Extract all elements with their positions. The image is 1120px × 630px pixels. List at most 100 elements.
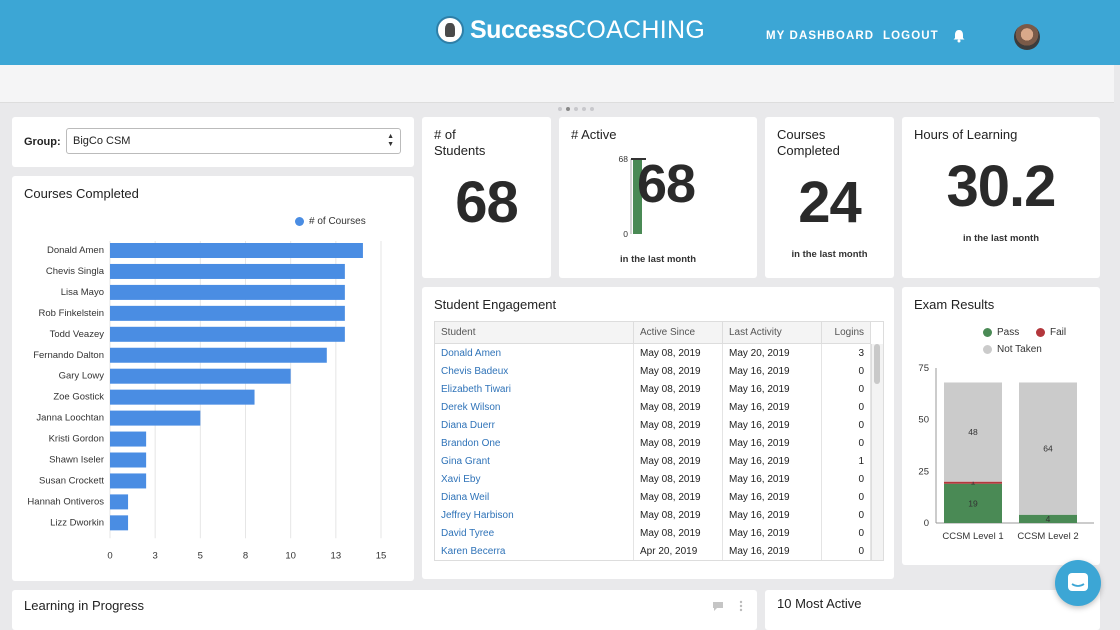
y-category-label: Susan Crockett [39,475,104,486]
table-row[interactable]: David Tyree May 08, 2019 May 16, 2019 0 [435,524,871,542]
course-bar[interactable] [110,305,345,321]
course-bar[interactable] [110,431,147,447]
table-row[interactable]: Brandon One May 08, 2019 May 16, 2019 0 [435,434,871,452]
app-logo[interactable]: Success COACHING [436,14,705,46]
most-active-title: 10 Most Active [777,596,862,611]
last-activity-cell: May 16, 2019 [722,488,822,506]
logins-cell: 0 [821,524,871,542]
y-category-label: Hannah Ontiveros [27,496,104,507]
course-bar[interactable] [110,389,255,405]
table-row[interactable]: Derek Wilson May 08, 2019 May 16, 2019 0 [435,398,871,416]
user-avatar[interactable] [1014,24,1040,50]
student-name-link[interactable]: Jeffrey Harbison [435,506,634,524]
column-header-last-activity[interactable]: Last Activity [722,322,822,344]
student-name-link[interactable]: Derek Wilson [435,398,634,416]
last-activity-cell: May 16, 2019 [722,452,822,470]
exam-results-card: Exam Results Pass Fail Not Taken 0 25 50 75… [902,287,1100,565]
course-bar[interactable] [110,494,129,510]
course-bar[interactable] [110,243,363,258]
y-tick-label: 50 [918,415,929,426]
chat-icon [1068,573,1088,591]
table-row[interactable]: Donald Amen May 08, 2019 May 20, 2019 3 [435,343,871,362]
table-row[interactable]: Jeffrey Harbison May 08, 2019 May 16, 2019… [435,506,871,524]
y-category-label: Lisa Mayo [61,287,104,298]
comment-icon[interactable] [712,601,724,612]
column-header-logins[interactable]: Logins [821,322,871,344]
table-row[interactable]: Diana Duerr May 08, 2019 May 16, 2019 0 [435,416,871,434]
logout-link[interactable]: LOGOUT [883,30,939,42]
carousel-dots[interactable] [558,107,594,111]
course-bar[interactable] [110,368,291,384]
last-activity-cell: May 16, 2019 [722,416,822,434]
student-name-link[interactable]: Diana Duerr [435,416,634,434]
completed-caption: in the last month [791,249,868,260]
learning-in-progress-card: Learning in Progress [12,590,757,630]
bell-icon[interactable] [952,29,966,43]
student-name-link[interactable]: Chevis Badeux [435,362,634,380]
students-card: # of Students 68 [422,117,551,278]
students-title-line1: # of [434,127,456,142]
carousel-dot[interactable] [582,107,586,111]
carousel-dot[interactable] [558,107,562,111]
course-bar[interactable] [110,284,345,300]
logins-cell: 0 [821,506,871,524]
logins-cell: 0 [821,470,871,488]
course-bar[interactable] [110,347,327,363]
not-taken-segment[interactable] [1019,382,1077,515]
course-bar[interactable] [110,410,201,426]
table-row[interactable]: Karen Becerra Apr 20, 2019 May 16, 2019 0 [435,542,871,560]
table-row[interactable]: Chevis Badeux May 08, 2019 May 16, 2019 0 [435,362,871,380]
logins-cell: 0 [821,416,871,434]
course-bar[interactable] [110,452,147,468]
exam-legend-pass-label: Pass [997,327,1020,338]
y-category-label: Zoe Gostick [53,392,104,403]
fail-segment[interactable] [944,481,1002,484]
active-since-cell: May 08, 2019 [633,398,723,416]
table-row[interactable]: Elizabeth Tiwari May 08, 2019 May 16, 2019… [435,380,871,398]
student-name-link[interactable]: Brandon One [435,434,634,452]
group-select[interactable]: BigCo CSM ▲ ▼ [66,128,401,154]
pass-segment[interactable] [944,483,1002,523]
course-bar[interactable] [110,263,345,279]
last-activity-cell: May 16, 2019 [722,542,822,560]
completed-title-line2: Completed [777,143,840,158]
segment-value-label: 48 [968,427,978,437]
course-bar[interactable] [110,473,147,489]
hours-caption: in the last month [963,233,1039,244]
engagement-title: Student Engagement [434,297,557,312]
engagement-table-container[interactable]: Student Active Since Last Activity Login… [434,321,884,561]
table-row[interactable]: Gina Grant May 08, 2019 May 16, 2019 1 [435,452,871,470]
student-name-link[interactable]: Karen Becerra [435,542,634,560]
pass-segment[interactable] [1019,514,1077,523]
column-header-student[interactable]: Student [435,322,634,344]
table-row[interactable]: Diana Weil May 08, 2019 May 16, 2019 0 [435,488,871,506]
course-bar[interactable] [110,515,129,531]
carousel-dot[interactable] [590,107,594,111]
student-name-link[interactable]: Diana Weil [435,488,634,506]
table-row[interactable]: Xavi Eby May 08, 2019 May 16, 2019 0 [435,470,871,488]
kebab-menu-icon[interactable] [739,600,743,612]
table-scrollbar[interactable] [871,344,883,560]
student-name-link[interactable]: Donald Amen [435,343,634,362]
not-taken-segment[interactable] [944,382,1002,482]
carousel-dot-active[interactable] [566,107,570,111]
completed-title: Courses Completed [777,127,840,159]
carousel-dot[interactable] [574,107,578,111]
active-value: 68 [636,154,696,214]
x-tick-label: 0 [107,550,112,561]
column-header-active-since[interactable]: Active Since [633,322,723,344]
student-name-link[interactable]: Gina Grant [435,452,634,470]
logins-cell: 0 [821,434,871,452]
student-name-link[interactable]: Elizabeth Tiwari [435,380,634,398]
engagement-table: Student Active Since Last Activity Login… [435,322,871,560]
student-name-link[interactable]: David Tyree [435,524,634,542]
last-activity-cell: May 16, 2019 [722,398,822,416]
student-name-link[interactable]: Xavi Eby [435,470,634,488]
course-bar[interactable] [110,326,345,342]
my-dashboard-link[interactable]: MY DASHBOARD [766,30,875,42]
courses-legend-label: # of Courses [309,216,366,227]
chat-launcher-button[interactable] [1055,560,1101,606]
active-gauge-bar [633,159,642,234]
y-category-label: Gary Lowy [59,371,105,382]
